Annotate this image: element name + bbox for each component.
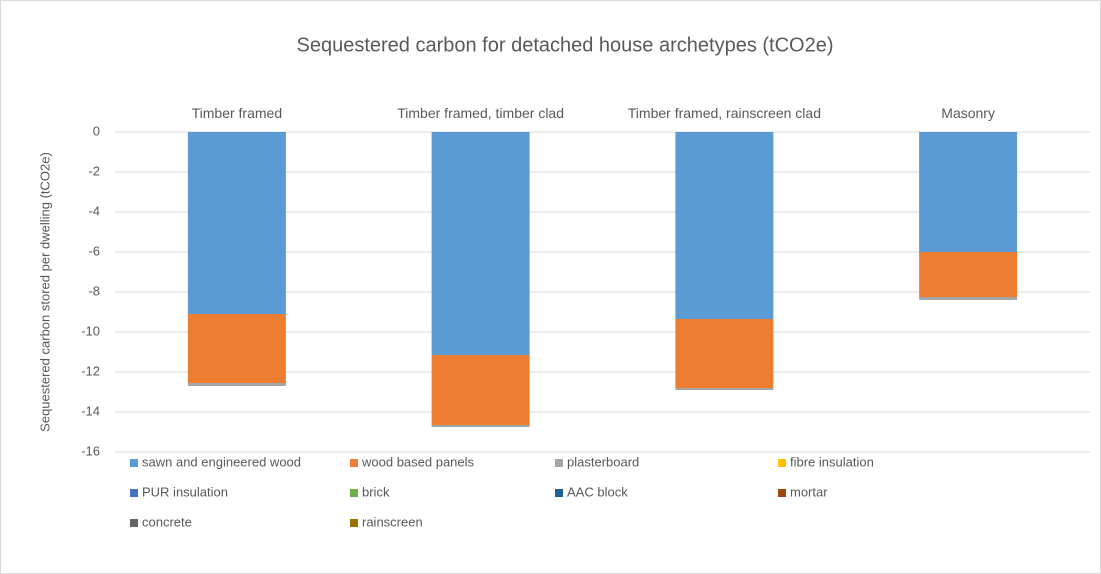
legend-label: PUR insulation	[142, 484, 228, 499]
y-tick-label: -2	[88, 163, 100, 178]
bar-segment	[675, 319, 774, 388]
x-tick-label: Timber framed, rainscreen clad	[627, 105, 821, 121]
y-tick-label: -12	[81, 363, 100, 378]
bar-segment	[431, 355, 530, 425]
legend-swatch	[350, 489, 358, 497]
y-tick-label: 0	[93, 123, 100, 138]
x-tick-label: Timber framed, timber clad	[397, 105, 564, 121]
legend-label: sawn and engineered wood	[142, 454, 301, 469]
legend-label: plasterboard	[567, 454, 639, 469]
legend-swatch	[130, 459, 138, 467]
legend-swatch	[555, 459, 563, 467]
x-tick-label: Timber framed	[191, 105, 283, 121]
y-tick-label: -16	[81, 443, 100, 458]
legend-swatch	[350, 459, 358, 467]
legend-swatch	[130, 489, 138, 497]
legend-label: brick	[362, 484, 390, 499]
y-tick-label: -8	[88, 283, 100, 298]
legend-swatch	[778, 489, 786, 497]
chart-title: Sequestered carbon for detached house ar…	[297, 34, 834, 56]
bar-segment	[919, 132, 1018, 252]
y-tick-label: -14	[81, 403, 100, 418]
bar-segment	[431, 425, 530, 427]
legend-label: wood based panels	[361, 454, 475, 469]
bar-segment	[187, 383, 286, 386]
legend-swatch	[350, 519, 358, 527]
bar-segment	[919, 297, 1018, 300]
y-axis-label: Sequestered carbon stored per dwelling (…	[37, 152, 52, 432]
legend-swatch	[778, 459, 786, 467]
legend-label: concrete	[142, 514, 192, 529]
bar-segment	[675, 388, 774, 390]
legend-label: mortar	[790, 484, 828, 499]
bar-segment	[431, 132, 530, 355]
bar-segment	[919, 252, 1018, 297]
legend-swatch	[130, 519, 138, 527]
x-tick-label: Masonry	[941, 105, 995, 121]
legend-label: AAC block	[567, 484, 628, 499]
y-tick-label: -4	[88, 203, 100, 218]
y-tick-label: -10	[81, 323, 100, 338]
legend-swatch	[555, 489, 563, 497]
bar-segment	[187, 314, 286, 383]
legend-label: fibre insulation	[790, 454, 874, 469]
y-tick-label: -6	[88, 243, 100, 258]
bar-segment	[187, 132, 286, 314]
bar-segment	[675, 132, 774, 319]
legend-label: rainscreen	[362, 514, 423, 529]
